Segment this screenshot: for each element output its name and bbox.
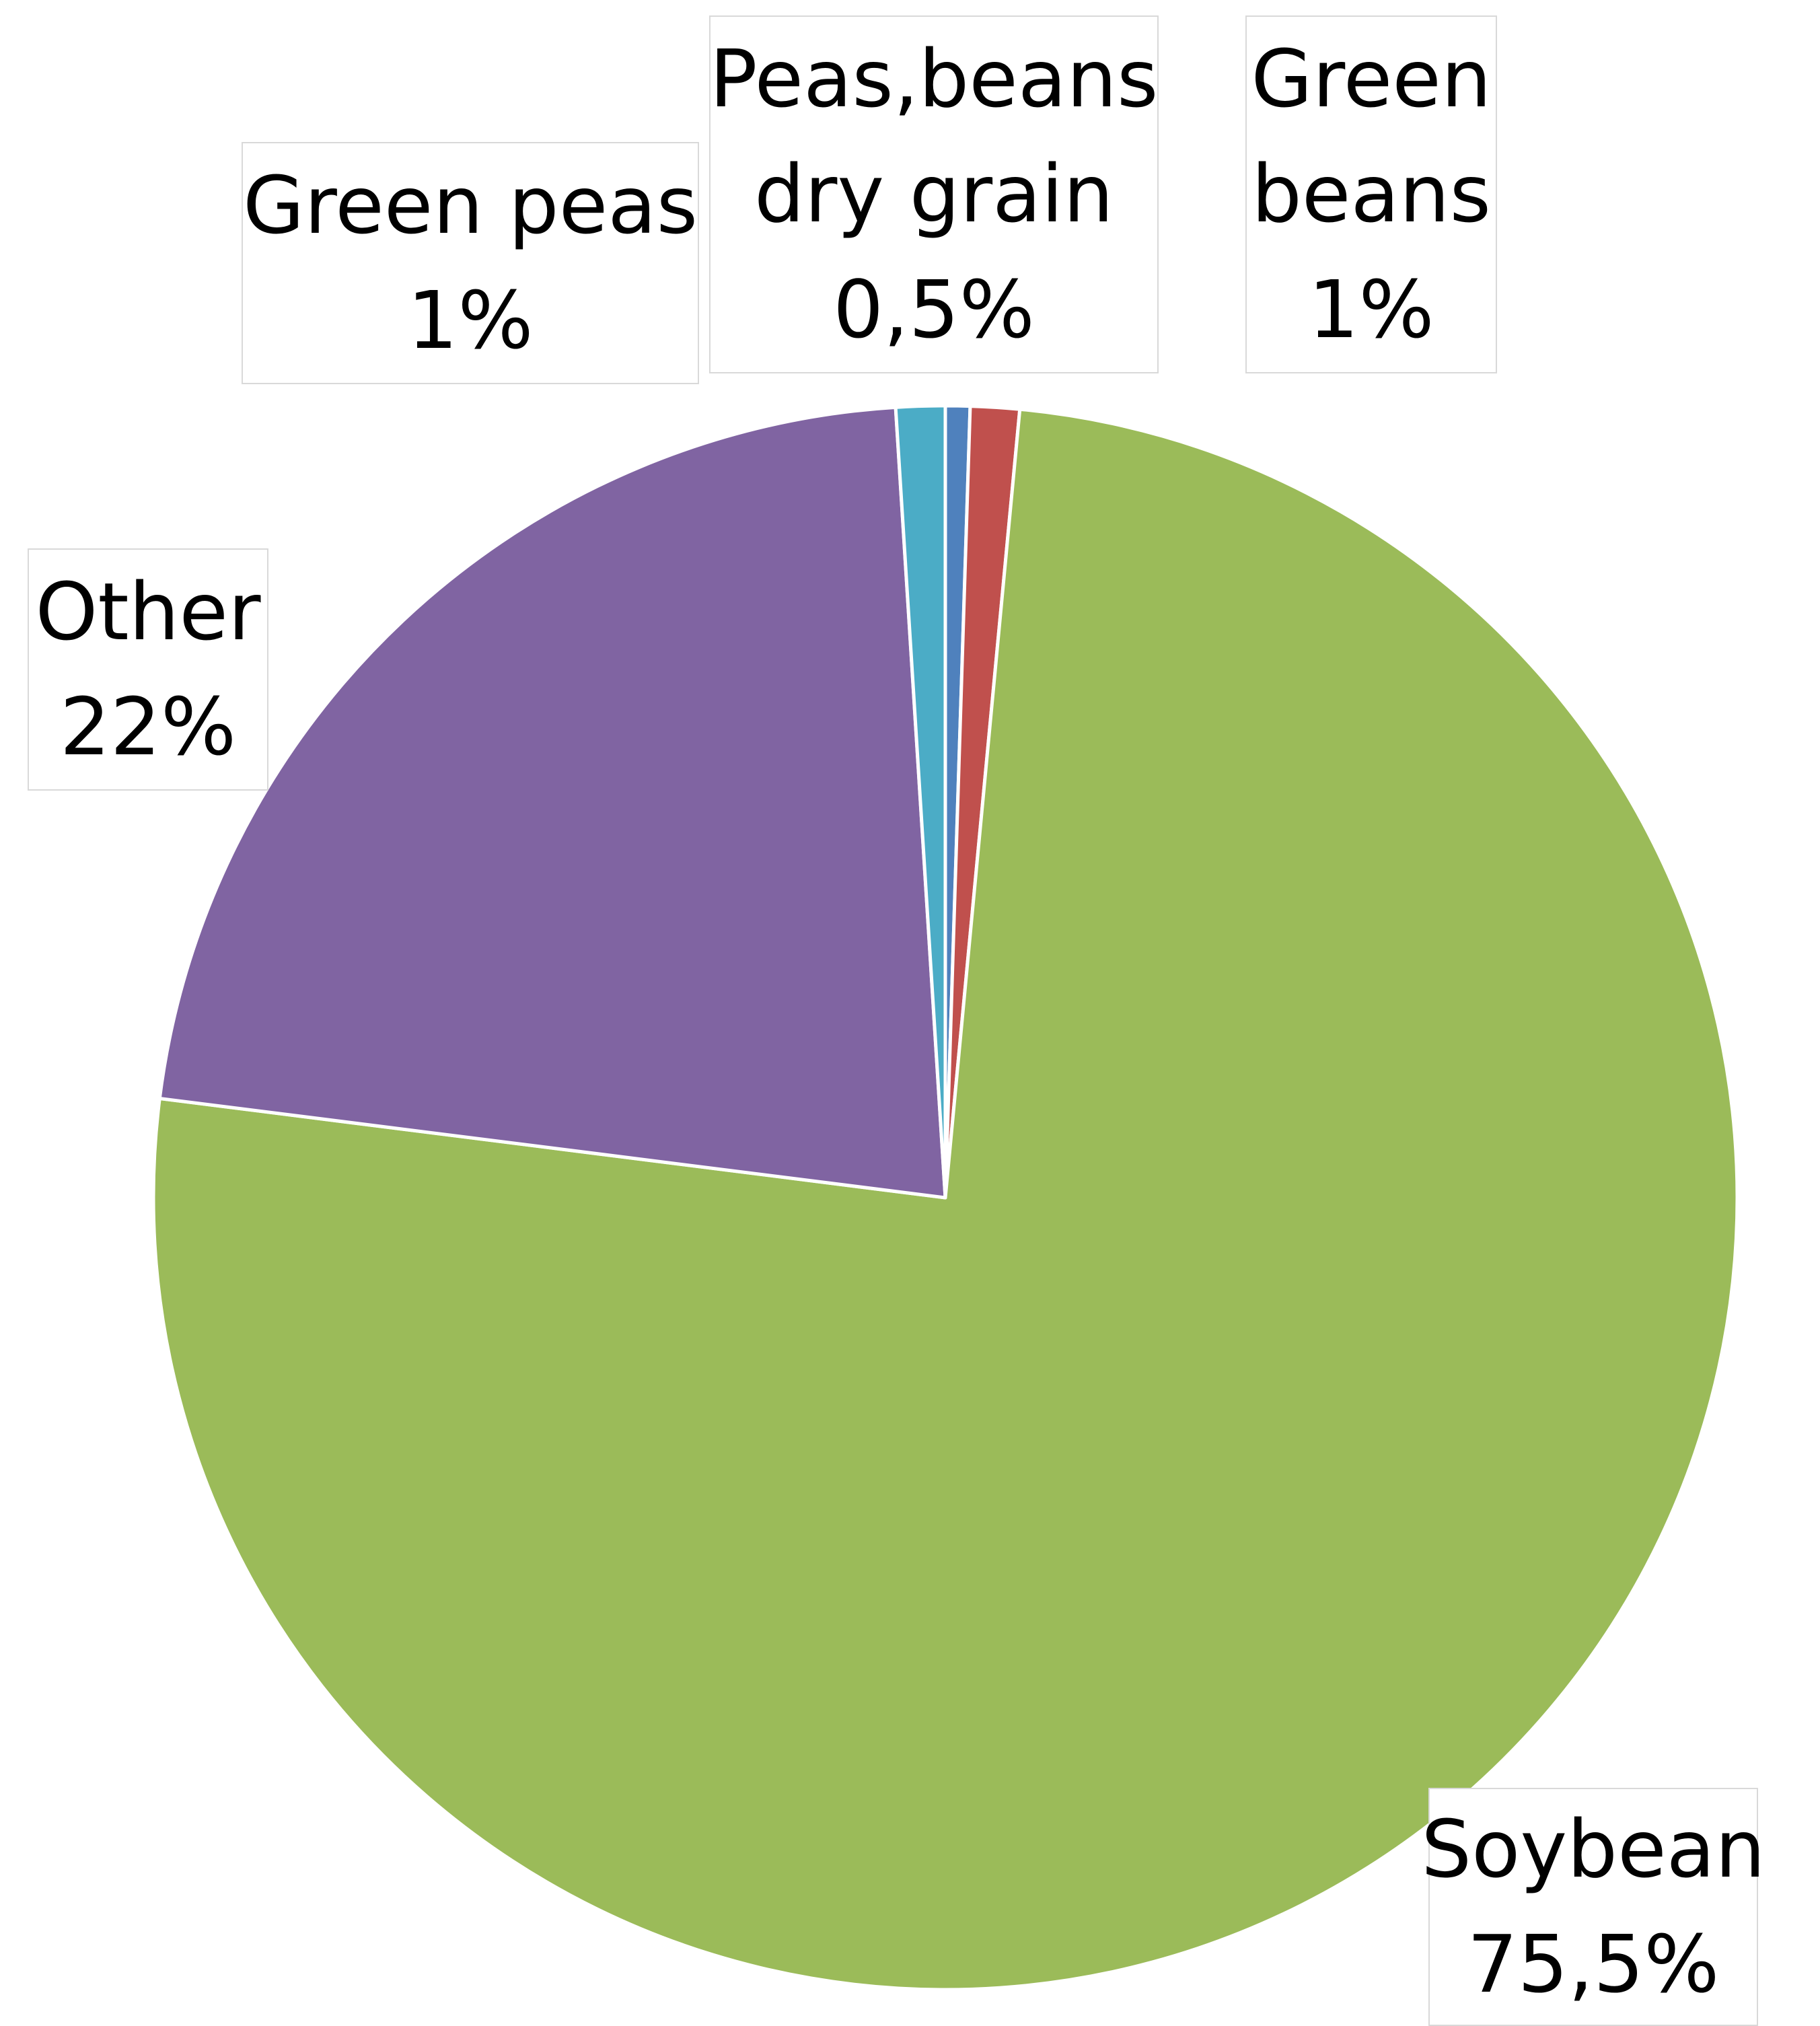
data-label-line: beans [1251,147,1492,241]
data-label-soybean: Soybean 75,5% [1421,1788,1766,2026]
data-label-value: 1% [1308,262,1434,356]
data-label-value: 1% [407,274,534,367]
data-label-peas-beans-dry-grain: Peas,beans dry grain 0,5% [709,15,1159,373]
data-label-line: Soybean [1421,1802,1766,1895]
pie-slice-green-peas [894,404,947,1200]
pie-slices [151,404,1739,1992]
data-label-green-peas: Green peas 1% [242,142,699,384]
data-label-line: Green peas [242,158,698,252]
data-label-line: Peas,beans [709,32,1159,126]
data-label-line: dry grain [754,147,1114,241]
data-label-value: 22% [59,680,237,773]
data-label-other: Other 22% [28,548,268,791]
data-label-line: Green [1251,32,1492,126]
data-label-line: Other [35,565,261,658]
data-label-value: 0,5% [833,262,1035,356]
data-label-green-beans: Green beans 1% [1245,15,1497,373]
pie-slice-other [157,405,947,1200]
data-label-value: 75,5% [1467,1918,1720,2011]
